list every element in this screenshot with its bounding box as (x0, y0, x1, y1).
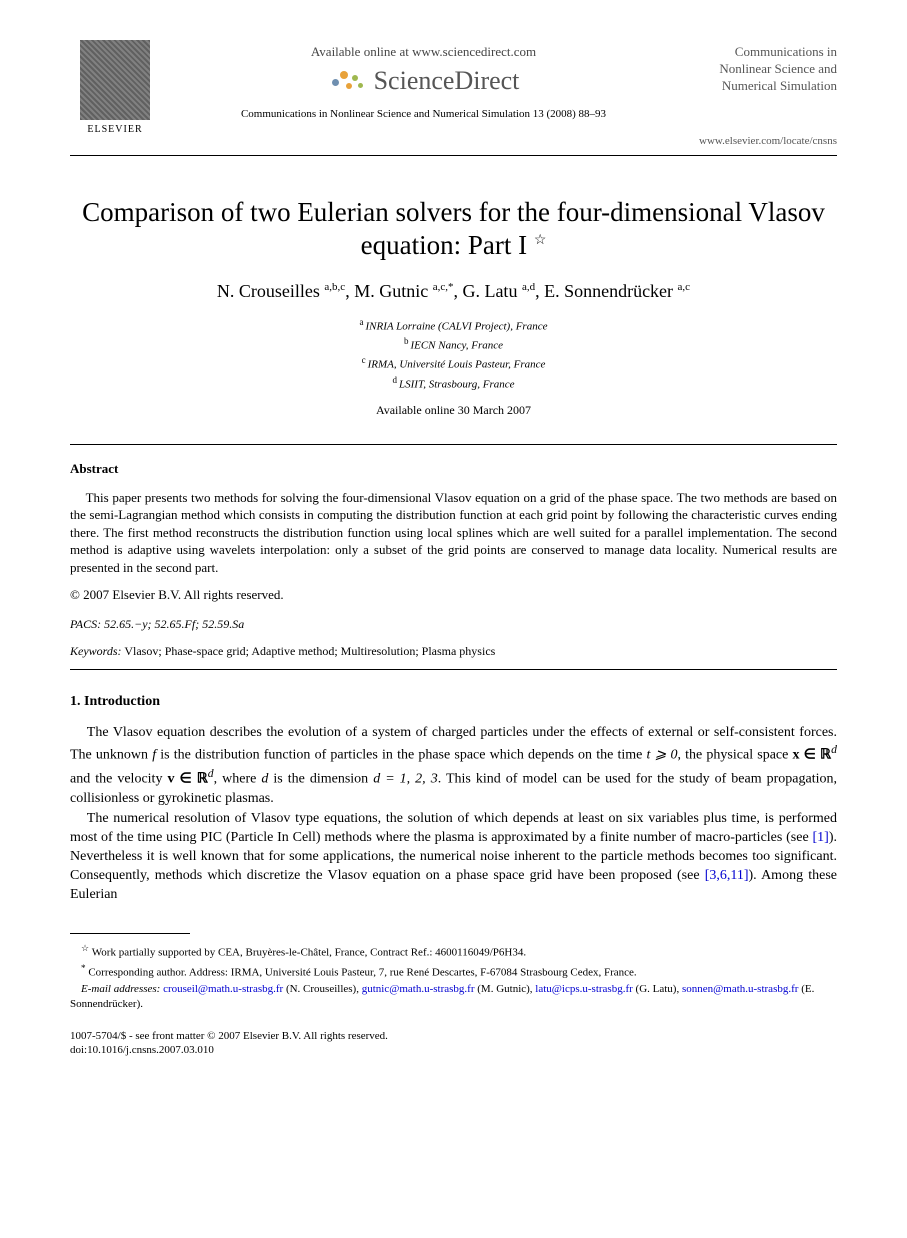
author-2-affil: a,c,* (433, 281, 454, 293)
p1-math-t: t ⩾ 0 (647, 748, 678, 763)
p2-seg-a: The numerical resolution of Vlasov type … (70, 811, 837, 845)
affil-d-text: LSIIT, Strasbourg, France (399, 378, 515, 390)
keywords-line: Keywords: Vlasov; Phase-space grid; Adap… (70, 644, 837, 659)
affil-b-text: IECN Nancy, France (410, 340, 503, 352)
abstract-bottom-rule (70, 669, 837, 670)
journal-title-line1: Communications in (735, 44, 837, 59)
footnote-funding-text: Work partially supported by CEA, Bruyère… (92, 947, 526, 959)
affiliations: aINRIA Lorraine (CALVI Project), France … (70, 316, 837, 393)
author-3: G. Latu (462, 281, 517, 301)
affil-a-text: INRIA Lorraine (CALVI Project), France (366, 321, 548, 333)
pacs-line: PACS: 52.65.−y; 52.65.Ff; 52.59.Sa (70, 617, 837, 632)
author-3-affil: a,d (522, 281, 535, 293)
journal-block: Communications in Nonlinear Science and … (687, 40, 837, 147)
email-1[interactable]: crouseil@math.u-strasbg.fr (163, 983, 283, 995)
sciencedirect-wordmark: ScienceDirect (374, 66, 520, 96)
p1-seg-e: , where (214, 772, 262, 787)
p1-seg-c: , the physical space (678, 748, 793, 763)
affil-d: dLSIIT, Strasbourg, France (70, 374, 837, 393)
author-4: E. Sonnendrücker (544, 281, 673, 301)
section-1-para-1: The Vlasov equation describes the evolut… (70, 724, 837, 809)
footnote-corresponding: * Corresponding author. Address: IRMA, U… (70, 962, 837, 981)
paper-title: Comparison of two Eulerian solvers for t… (70, 196, 837, 264)
journal-title-line3: Numerical Simulation (722, 78, 837, 93)
header-row: ELSEVIER Available online at www.science… (70, 40, 837, 147)
abstract-top-rule (70, 444, 837, 445)
p1-seg-f: is the dimension (268, 772, 373, 787)
author-1-affil: a,b,c (324, 281, 345, 293)
available-date: Available online 30 March 2007 (70, 403, 837, 418)
abstract-heading: Abstract (70, 461, 837, 477)
journal-title: Communications in Nonlinear Science and … (687, 44, 837, 95)
ref-link-1[interactable]: [1] (813, 830, 829, 845)
email-3[interactable]: latu@icps.u-strasbg.fr (535, 983, 633, 995)
section-1-para-2: The numerical resolution of Vlasov type … (70, 810, 837, 904)
title-text: Comparison of two Eulerian solvers for t… (82, 197, 825, 261)
author-1: N. Crouseilles (217, 281, 320, 301)
author-list: N. Crouseilles a,b,c, M. Gutnic a,c,*, G… (70, 281, 837, 302)
journal-url: www.elsevier.com/locate/cnsns (687, 135, 837, 147)
header-rule (70, 155, 837, 156)
email-3-who: (G. Latu), (636, 983, 680, 995)
elsevier-tree-icon (80, 40, 150, 120)
front-matter-line: 1007-5704/$ - see front matter © 2007 El… (70, 1029, 837, 1043)
author-4-affil: a,c (678, 281, 691, 293)
sciencedirect-logo: ScienceDirect (160, 66, 687, 96)
p1-seg-d: and the velocity (70, 772, 167, 787)
footnote-emails: E-mail addresses: crouseil@math.u-strasb… (70, 982, 837, 1013)
author-2: M. Gutnic (354, 281, 428, 301)
p1-math-d1: d (831, 743, 837, 756)
footnote-rule (70, 933, 190, 934)
elsevier-logo-block: ELSEVIER (70, 40, 160, 135)
footnotes: ☆ Work partially supported by CEA, Bruyè… (70, 942, 837, 1013)
journal-title-line2: Nonlinear Science and (719, 61, 837, 76)
abstract-body: This paper presents two methods for solv… (70, 489, 837, 577)
doi-line: doi:10.1016/j.cnsns.2007.03.010 (70, 1043, 837, 1057)
header-center: Available online at www.sciencedirect.co… (160, 40, 687, 120)
title-footnote-mark: ☆ (534, 233, 547, 248)
affil-b: bIECN Nancy, France (70, 335, 837, 354)
ref-link-3-6-11[interactable]: [3,6,11] (705, 868, 749, 883)
email-label: E-mail addresses: (81, 983, 160, 995)
footnote-corresponding-text: Corresponding author. Address: IRMA, Uni… (88, 967, 636, 979)
bottom-matter: 1007-5704/$ - see front matter © 2007 El… (70, 1029, 837, 1058)
email-4[interactable]: sonnen@math.u-strasbg.fr (682, 983, 798, 995)
pacs-label: PACS: (70, 617, 101, 631)
email-2-who: (M. Gutnic), (477, 983, 532, 995)
affil-c: cIRMA, Université Louis Pasteur, France (70, 354, 837, 373)
footnote-funding: ☆ Work partially supported by CEA, Bruyè… (70, 942, 837, 961)
sciencedirect-dots-icon (328, 69, 368, 93)
keywords-value: Vlasov; Phase-space grid; Adaptive metho… (124, 644, 495, 658)
paper-page: ELSEVIER Available online at www.science… (0, 0, 907, 1087)
keywords-label: Keywords: (70, 644, 122, 658)
citation-line: Communications in Nonlinear Science and … (160, 108, 687, 120)
p1-math-x: x ∈ ℝ (793, 748, 832, 763)
p1-math-v: v ∈ ℝ (167, 772, 207, 787)
available-online-text: Available online at www.sciencedirect.co… (160, 44, 687, 60)
affil-c-text: IRMA, Université Louis Pasteur, France (368, 359, 546, 371)
abstract-copyright: © 2007 Elsevier B.V. All rights reserved… (70, 587, 837, 603)
p1-math-dvals: d = 1, 2, 3 (373, 772, 438, 787)
elsevier-label: ELSEVIER (87, 124, 142, 135)
pacs-value: 52.65.−y; 52.65.Ff; 52.59.Sa (104, 617, 244, 631)
p1-seg-b: is the distribution function of particle… (156, 748, 646, 763)
email-2[interactable]: gutnic@math.u-strasbg.fr (362, 983, 475, 995)
affil-a: aINRIA Lorraine (CALVI Project), France (70, 316, 837, 335)
email-1-who: (N. Crouseilles), (286, 983, 359, 995)
section-1-heading: 1. Introduction (70, 694, 837, 710)
